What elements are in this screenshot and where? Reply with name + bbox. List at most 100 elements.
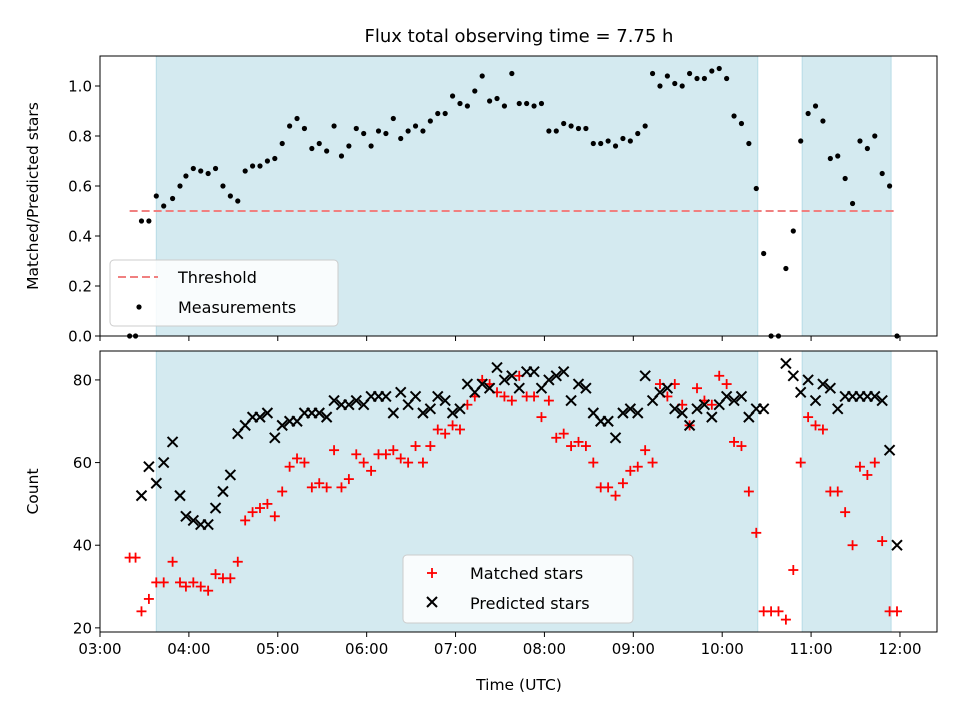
matched-star-point — [195, 581, 206, 592]
predicted-star-point — [795, 386, 807, 399]
matched-star-point — [506, 395, 517, 406]
predicted-star-point — [491, 361, 503, 374]
measurement-point — [442, 110, 448, 117]
measurement-point — [849, 200, 856, 207]
measurement-point — [857, 138, 863, 144]
matched-star-point — [573, 436, 584, 447]
predicted-star-point — [166, 436, 179, 448]
matched-star-point — [632, 461, 643, 472]
measurement-point — [287, 123, 293, 129]
predicted-star-point — [883, 444, 896, 456]
y-tick-label: 0.8 — [68, 128, 92, 146]
matched-star-point — [640, 445, 651, 456]
measurement-point — [361, 130, 367, 137]
matched-star-point — [877, 536, 888, 547]
x-tick-label: 11:00 — [789, 640, 832, 658]
measurement-point — [864, 145, 870, 152]
matched-star-point — [314, 478, 325, 489]
matched-star-point — [729, 436, 740, 447]
x-axis-label: Time (UTC) — [475, 676, 562, 694]
measurement-point — [524, 100, 530, 107]
matched-star-point — [892, 606, 903, 617]
measurement-point — [879, 170, 885, 177]
y-tick-label: 0.6 — [68, 178, 92, 196]
measurement-point — [575, 125, 582, 132]
y-axis-label: Count — [24, 468, 42, 514]
predicted-star-point — [343, 399, 355, 411]
matched-star-point — [210, 569, 221, 580]
measurement-point — [390, 115, 396, 122]
predicted-star-point — [802, 374, 814, 386]
matched-star-point — [269, 511, 280, 522]
matched-star-point — [447, 420, 458, 431]
measurement-point — [338, 153, 345, 159]
measurement-point — [235, 198, 241, 204]
measurement-point — [405, 128, 411, 134]
matched-star-point — [130, 552, 141, 563]
measurement-point — [212, 165, 219, 172]
measurement-point — [612, 143, 619, 149]
matched-star-point — [336, 482, 347, 493]
matched-star-point — [232, 556, 243, 567]
measurement-point — [546, 128, 552, 134]
matched-star-point — [188, 577, 199, 588]
measurement-point — [169, 195, 176, 202]
measurement-point — [375, 128, 382, 134]
predicted-star-point — [432, 390, 444, 403]
predicted-star-point — [661, 382, 674, 394]
x-tick-label: 09:00 — [612, 640, 655, 658]
matched-star-point — [810, 420, 821, 431]
measurement-point — [724, 75, 730, 82]
measurement-point — [472, 88, 478, 94]
measurement-point — [694, 75, 700, 82]
legend-measurements-swatch — [136, 304, 142, 310]
matched-star-point — [240, 515, 251, 526]
matched-star-point — [403, 457, 414, 468]
matched-star-point — [366, 465, 377, 476]
matched-star-point — [380, 449, 391, 460]
predicted-star-point — [498, 374, 511, 386]
measurement-point — [220, 183, 226, 189]
measurement-point — [383, 130, 389, 137]
measurement-point — [501, 103, 508, 109]
matched-star-point — [167, 556, 178, 567]
predicted-star-point — [276, 419, 288, 432]
measurement-point — [127, 333, 133, 339]
predicted-star-point — [632, 407, 644, 419]
measurement-point — [842, 175, 848, 182]
matched-star-point — [854, 461, 865, 472]
measurement-point — [731, 113, 737, 119]
measurement-point — [894, 333, 900, 339]
predicted-star-point — [157, 456, 170, 469]
matched-star-point — [454, 424, 465, 435]
predicted-star-point — [528, 365, 540, 378]
predicted-star-point — [387, 407, 400, 419]
matched-star-point — [180, 581, 191, 592]
matched-star-point — [136, 606, 147, 617]
measurement-point — [190, 165, 196, 172]
measurement-point — [257, 163, 263, 169]
measurement-point — [561, 120, 567, 127]
matched-star-point — [610, 490, 621, 501]
measurement-point — [464, 103, 470, 109]
matched-star-point — [410, 441, 421, 452]
measurement-point — [709, 68, 715, 74]
measurement-point — [479, 73, 485, 79]
matched-star-point — [432, 424, 443, 435]
predicted-star-point — [513, 382, 525, 394]
predicted-star-point — [654, 386, 666, 399]
predicted-star-point — [787, 370, 800, 382]
measurement-point — [132, 333, 139, 339]
y-axis-label: Matched/Predicted stars — [24, 102, 42, 290]
predicted-star-point — [639, 370, 651, 382]
measurement-point — [805, 110, 811, 117]
matched-star-point — [869, 457, 880, 468]
measurement-point — [435, 110, 441, 117]
matched-star-point — [795, 457, 806, 468]
measurement-point — [272, 155, 278, 162]
measurement-point — [783, 265, 789, 272]
chart-title: Flux total observing time = 7.75 h — [365, 26, 674, 47]
measurement-point — [886, 183, 893, 189]
predicted-star-point — [609, 432, 622, 444]
